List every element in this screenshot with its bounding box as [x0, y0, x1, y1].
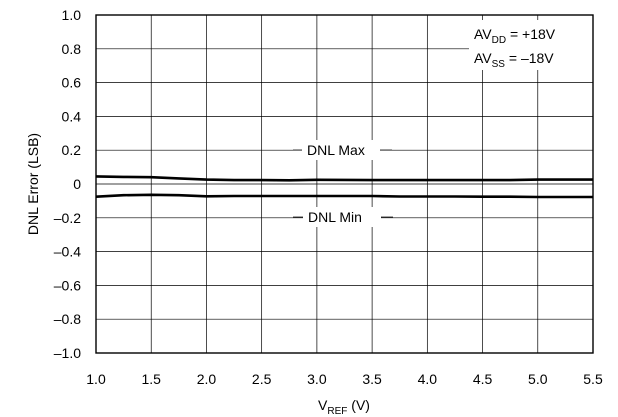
x-tick-label: 2.5 — [252, 371, 272, 387]
y-tick-label: –1.0 — [54, 345, 81, 361]
annotation-dnl-min-bg — [303, 207, 381, 227]
y-tick-label: –0.2 — [54, 210, 81, 226]
x-tick-label: 5.0 — [528, 371, 548, 387]
annotation-dnl-max: DNL Max — [302, 140, 380, 160]
x-tick-label: 5.5 — [583, 371, 603, 387]
y-tick-labels: 1.0 0.8 0.6 0.4 0.2 0 –0.2 –0.4 –0.6 –0.8 –1.0 — [54, 7, 81, 361]
supply-avss: AVSS = –18V — [474, 50, 554, 70]
y-tick-label: 1.0 — [62, 7, 82, 23]
x-tick-label: 1.0 — [86, 371, 106, 387]
x-tick-labels: 1.0 1.5 2.0 2.5 3.0 3.5 4.0 4.5 5.0 5.5 — [86, 371, 603, 387]
annotation-dnl-min-label: DNL Min — [308, 209, 362, 225]
x-tick-label: 3.5 — [362, 371, 382, 387]
supply-avdd: AVDD = +18V — [474, 26, 556, 46]
annotation-dnl-max-bg — [302, 140, 380, 160]
y-tick-label: 0.2 — [62, 142, 82, 158]
y-tick-label: –0.6 — [54, 277, 81, 293]
y-tick-label: 0.8 — [62, 41, 82, 57]
series-line-dnl-min — [95, 193, 593, 199]
y-tick-label: –0.4 — [54, 244, 81, 260]
plot-frame — [95, 14, 594, 354]
annotation-dnl-max-label: DNL Max — [307, 142, 365, 158]
y-axis-title: DNL Error (LSB) — [25, 133, 41, 235]
supply-conditions: AVDD = +18V AVSS = –18V — [469, 20, 593, 70]
series-line-dnl-max — [95, 175, 593, 182]
x-tick-label: 2.0 — [197, 371, 217, 387]
annotation-dnl-min: DNL Min — [303, 207, 381, 227]
y-tick-label: 0.4 — [62, 108, 82, 124]
x-tick-label: 4.5 — [473, 371, 493, 387]
x-axis-title: VREF (V) — [318, 397, 370, 417]
supply-conditions-bg — [469, 20, 593, 70]
x-tick-label: 1.5 — [141, 371, 161, 387]
series-layer — [95, 175, 593, 199]
x-tick-label: 3.0 — [307, 371, 327, 387]
y-tick-label: 0 — [73, 176, 81, 192]
y-tick-label: –0.8 — [54, 311, 81, 327]
x-tick-label: 4.0 — [418, 371, 438, 387]
y-tick-label: 0.6 — [62, 75, 82, 91]
